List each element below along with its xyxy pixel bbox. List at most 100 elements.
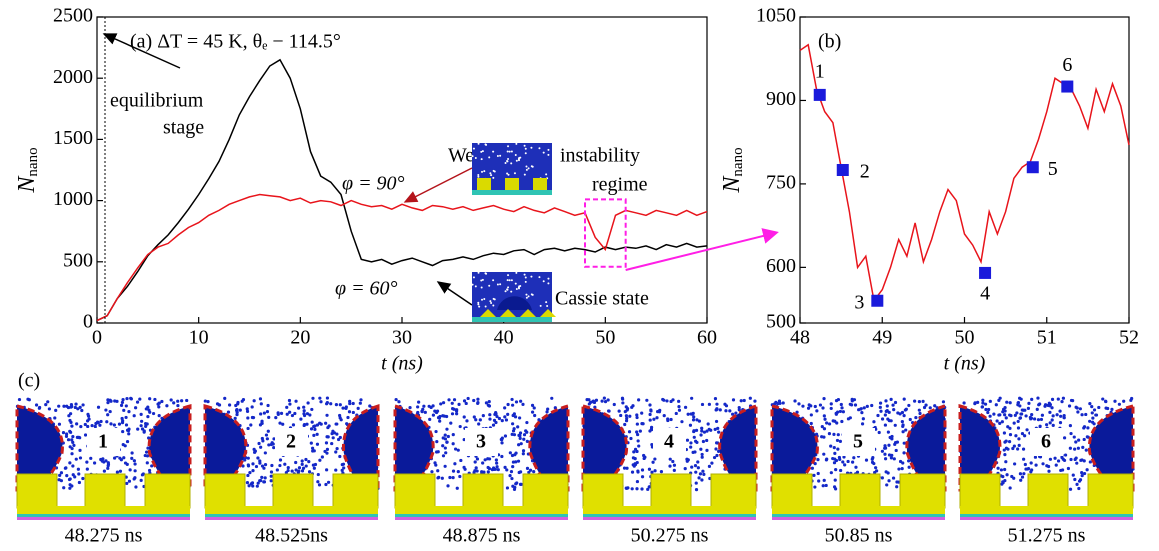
vapor-dot bbox=[865, 404, 869, 408]
y-tick-label: 600 bbox=[766, 255, 796, 277]
vapor-dot bbox=[900, 466, 904, 471]
vapor-dot bbox=[135, 400, 140, 404]
vapor-dot bbox=[518, 436, 522, 440]
vapor-dot bbox=[622, 466, 627, 470]
vapor-dot bbox=[17, 397, 22, 402]
inset-dot bbox=[506, 172, 509, 175]
vapor-dot bbox=[1069, 431, 1073, 436]
vapor-dot bbox=[1082, 471, 1087, 476]
vapor-dot bbox=[532, 470, 536, 474]
vapor-dot bbox=[1113, 399, 1117, 403]
vapor-dot bbox=[132, 414, 136, 418]
vapor-dot bbox=[456, 448, 460, 452]
inset-dot bbox=[524, 152, 527, 155]
vapor-dot bbox=[1004, 446, 1009, 450]
vapor-dot bbox=[829, 444, 833, 448]
vapor-dot bbox=[648, 412, 652, 417]
vapor-dot bbox=[731, 412, 735, 416]
vapor-dot bbox=[284, 470, 288, 475]
pillar bbox=[582, 473, 624, 509]
label-box bbox=[275, 428, 308, 456]
substrate bbox=[583, 514, 756, 517]
vapor-dot bbox=[272, 446, 276, 450]
vapor-dot bbox=[408, 406, 412, 410]
vapor-dot bbox=[702, 472, 706, 477]
vapor-dot bbox=[512, 412, 516, 416]
vapor-dot bbox=[494, 420, 498, 425]
vapor-dot bbox=[117, 422, 122, 426]
vapor-dot bbox=[481, 461, 485, 465]
vapor-dot bbox=[1020, 408, 1024, 412]
vapor-dot bbox=[1008, 426, 1012, 430]
vapor-dot bbox=[124, 404, 128, 408]
vapor-dot bbox=[105, 420, 109, 424]
vapor-dot bbox=[433, 409, 437, 413]
vapor-dot bbox=[653, 457, 657, 461]
vapor-dot bbox=[640, 475, 645, 479]
inset-dot bbox=[523, 144, 526, 147]
vapor-dot bbox=[73, 405, 77, 410]
vapor-dot bbox=[263, 476, 267, 480]
vapor-dot bbox=[348, 401, 352, 406]
vapor-dot bbox=[148, 397, 152, 401]
vapor-dot bbox=[302, 423, 306, 428]
vapor-dot bbox=[1076, 446, 1080, 450]
vapor-dot bbox=[859, 407, 863, 411]
vapor-dot bbox=[717, 430, 721, 434]
vapor-dot bbox=[898, 459, 903, 464]
vapor-dot bbox=[486, 403, 490, 407]
vapor-dot bbox=[313, 427, 317, 432]
vapor-dot bbox=[519, 442, 523, 446]
vapor-dot bbox=[649, 409, 653, 413]
vapor-dot bbox=[878, 401, 883, 405]
vapor-dot bbox=[508, 451, 512, 455]
vapor-dot bbox=[458, 474, 462, 479]
vapor-dot bbox=[68, 429, 72, 433]
vapor-dot bbox=[1020, 412, 1024, 416]
vapor-dot bbox=[338, 454, 342, 459]
vapor-dot bbox=[258, 461, 262, 465]
vapor-dot bbox=[58, 473, 62, 477]
snapshot: 5 bbox=[770, 397, 947, 520]
vapor-dot bbox=[635, 422, 639, 426]
vapor-dot bbox=[306, 401, 310, 405]
vapor-dot bbox=[235, 412, 239, 417]
vapor-dot bbox=[126, 429, 131, 433]
inset-spike bbox=[480, 309, 496, 317]
snapshot-label: 3 bbox=[476, 431, 486, 453]
vapor-dot bbox=[265, 410, 270, 414]
vapor-dot bbox=[528, 468, 533, 472]
vapor-dot bbox=[325, 396, 330, 400]
vapor-dot bbox=[631, 404, 635, 408]
inset-dot bbox=[514, 154, 517, 157]
vapor-dot bbox=[484, 401, 489, 405]
vapor-dot bbox=[677, 405, 681, 409]
vapor-dot bbox=[992, 412, 996, 416]
vapor-dot bbox=[439, 402, 443, 406]
vapor-dot bbox=[838, 409, 843, 414]
vapor-dot bbox=[1050, 406, 1054, 410]
vapor-dot bbox=[1050, 397, 1055, 401]
vapor-dot bbox=[157, 414, 161, 418]
vapor-dot bbox=[462, 465, 466, 469]
substrate bbox=[205, 506, 378, 514]
vapor-dot bbox=[108, 409, 112, 414]
inset-dot bbox=[484, 272, 487, 275]
vapor-dot bbox=[434, 429, 438, 434]
vapor-dot bbox=[635, 415, 639, 420]
vapor-dot bbox=[635, 413, 639, 417]
vapor-dot bbox=[1077, 486, 1081, 491]
vapor-dot bbox=[834, 398, 839, 403]
vapor-dot bbox=[692, 435, 696, 439]
vapor-dot bbox=[263, 463, 268, 467]
pillar bbox=[1087, 473, 1134, 509]
vapor-dot bbox=[864, 458, 869, 462]
vapor-dot bbox=[69, 402, 74, 407]
vapor-dot bbox=[503, 434, 508, 438]
vapor-dot bbox=[435, 440, 439, 444]
vapor-dot bbox=[330, 432, 334, 436]
vapor-dot bbox=[902, 441, 906, 445]
vapor-dot bbox=[78, 456, 83, 460]
vapor-dot bbox=[1033, 455, 1038, 459]
vapor-dot bbox=[81, 403, 85, 407]
